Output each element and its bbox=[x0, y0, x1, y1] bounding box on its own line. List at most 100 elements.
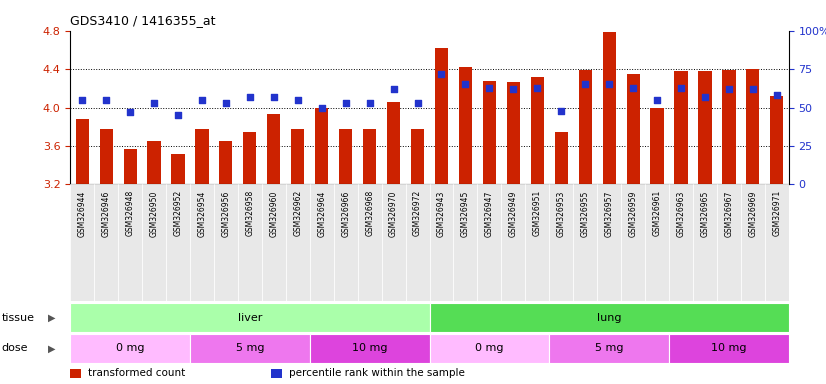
Point bbox=[699, 94, 712, 100]
Text: GSM326960: GSM326960 bbox=[269, 190, 278, 237]
Text: GSM326972: GSM326972 bbox=[413, 190, 422, 237]
Text: GSM326970: GSM326970 bbox=[389, 190, 398, 237]
Text: 0 mg: 0 mg bbox=[116, 343, 145, 354]
Bar bbox=[76, 119, 88, 184]
Text: GSM326947: GSM326947 bbox=[485, 190, 494, 237]
Text: GSM326965: GSM326965 bbox=[700, 190, 710, 237]
Text: GSM326967: GSM326967 bbox=[724, 190, 733, 237]
Bar bbox=[100, 129, 112, 184]
Bar bbox=[717, 184, 741, 301]
Point bbox=[244, 94, 257, 100]
Bar bbox=[70, 334, 190, 363]
Text: tissue: tissue bbox=[2, 313, 35, 323]
Bar bbox=[310, 184, 334, 301]
Text: GSM326948: GSM326948 bbox=[126, 190, 135, 237]
Bar bbox=[507, 82, 520, 184]
Bar bbox=[172, 154, 184, 184]
Text: 10 mg: 10 mg bbox=[352, 343, 387, 354]
Bar bbox=[549, 184, 573, 301]
Text: GDS3410 / 1416355_at: GDS3410 / 1416355_at bbox=[70, 14, 216, 27]
Text: 5 mg: 5 mg bbox=[595, 343, 624, 354]
Text: ▶: ▶ bbox=[48, 313, 55, 323]
Point bbox=[530, 84, 544, 91]
Bar bbox=[124, 149, 136, 184]
Bar bbox=[531, 77, 544, 184]
Bar bbox=[316, 108, 328, 184]
Bar bbox=[675, 71, 687, 184]
Bar bbox=[382, 184, 406, 301]
Text: GSM326953: GSM326953 bbox=[557, 190, 566, 237]
Bar bbox=[501, 184, 525, 301]
Point bbox=[363, 100, 377, 106]
Point bbox=[770, 92, 783, 98]
Bar bbox=[292, 129, 304, 184]
Bar bbox=[459, 67, 472, 184]
Bar bbox=[286, 184, 310, 301]
Text: GSM326946: GSM326946 bbox=[102, 190, 111, 237]
Point bbox=[746, 86, 759, 92]
Text: GSM326962: GSM326962 bbox=[293, 190, 302, 237]
Point bbox=[626, 84, 639, 91]
Text: ▶: ▶ bbox=[48, 343, 55, 354]
Text: GSM326971: GSM326971 bbox=[772, 190, 781, 237]
Bar bbox=[262, 184, 286, 301]
Bar bbox=[406, 184, 430, 301]
Point bbox=[100, 97, 113, 103]
Point bbox=[555, 108, 568, 114]
Bar bbox=[525, 184, 549, 301]
Text: GSM326951: GSM326951 bbox=[533, 190, 542, 237]
Bar bbox=[244, 131, 256, 184]
Text: GSM326945: GSM326945 bbox=[461, 190, 470, 237]
Text: GSM326964: GSM326964 bbox=[317, 190, 326, 237]
Bar bbox=[70, 184, 94, 301]
Point bbox=[292, 97, 305, 103]
Bar bbox=[411, 129, 424, 184]
Bar bbox=[573, 184, 597, 301]
Point bbox=[124, 109, 137, 115]
Bar bbox=[190, 334, 310, 363]
Text: 10 mg: 10 mg bbox=[711, 343, 747, 354]
Bar bbox=[741, 184, 765, 301]
Point bbox=[578, 81, 591, 88]
Text: GSM326943: GSM326943 bbox=[437, 190, 446, 237]
Bar bbox=[363, 129, 376, 184]
Text: liver: liver bbox=[238, 313, 262, 323]
Bar bbox=[651, 108, 663, 184]
Text: GSM326956: GSM326956 bbox=[221, 190, 230, 237]
Text: GSM326966: GSM326966 bbox=[341, 190, 350, 237]
Point bbox=[434, 71, 448, 77]
Bar bbox=[70, 303, 430, 332]
Bar bbox=[549, 334, 669, 363]
Bar bbox=[70, 369, 81, 378]
Bar bbox=[142, 184, 166, 301]
Bar bbox=[477, 184, 501, 301]
Point bbox=[195, 97, 208, 103]
Bar bbox=[166, 184, 190, 301]
Text: GSM326969: GSM326969 bbox=[748, 190, 757, 237]
Bar bbox=[621, 184, 645, 301]
Text: GSM326963: GSM326963 bbox=[676, 190, 686, 237]
Bar bbox=[118, 184, 142, 301]
Bar bbox=[579, 70, 591, 184]
Bar bbox=[148, 141, 160, 184]
Bar bbox=[453, 184, 477, 301]
Bar bbox=[358, 184, 382, 301]
Bar bbox=[430, 334, 549, 363]
Text: GSM326949: GSM326949 bbox=[509, 190, 518, 237]
Bar bbox=[483, 81, 496, 184]
Bar bbox=[723, 70, 735, 184]
Bar bbox=[430, 184, 453, 301]
Bar bbox=[435, 48, 448, 184]
Text: GSM326957: GSM326957 bbox=[605, 190, 614, 237]
Text: lung: lung bbox=[597, 313, 621, 323]
Point bbox=[651, 97, 664, 103]
Text: GSM326954: GSM326954 bbox=[197, 190, 206, 237]
Point bbox=[76, 97, 89, 103]
Point bbox=[507, 86, 520, 92]
Point bbox=[602, 81, 615, 88]
Bar bbox=[645, 184, 669, 301]
Bar bbox=[190, 184, 214, 301]
Text: GSM326958: GSM326958 bbox=[245, 190, 254, 237]
Bar bbox=[693, 184, 717, 301]
Bar bbox=[669, 334, 789, 363]
